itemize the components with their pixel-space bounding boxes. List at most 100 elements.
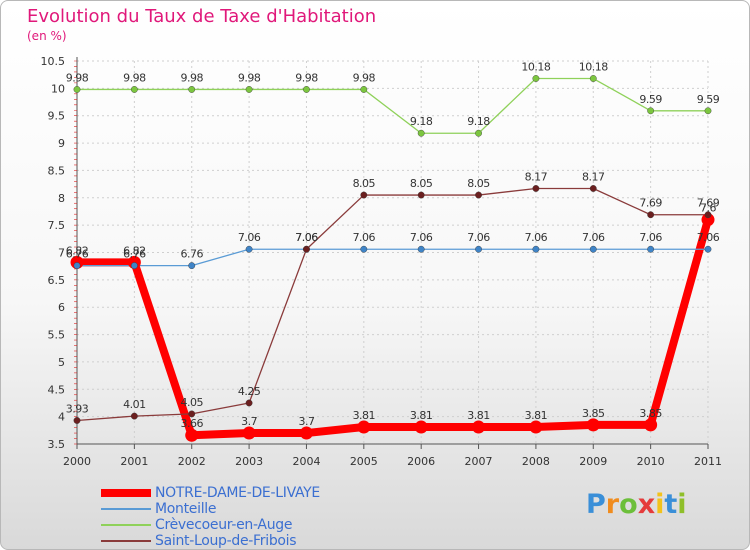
data-point xyxy=(73,86,81,93)
data-point xyxy=(73,262,81,270)
x-tick-label: 2010 xyxy=(637,455,665,468)
logo-letter: i xyxy=(677,489,687,520)
y-tick-label: 5 xyxy=(58,356,65,369)
data-label: 7.06 xyxy=(295,231,318,244)
data-point xyxy=(360,191,368,199)
data-point xyxy=(532,185,540,192)
chart-unit: (en %) xyxy=(27,29,67,43)
data-label: 9.98 xyxy=(238,71,261,84)
data-point xyxy=(647,245,655,253)
x-tick-label: 2009 xyxy=(579,455,607,468)
logo-letter: o xyxy=(619,489,638,520)
data-label: 3.85 xyxy=(639,407,662,420)
data-label: 3.81 xyxy=(353,409,376,422)
data-point xyxy=(303,86,310,93)
data-point xyxy=(704,245,712,253)
logo-letter: r xyxy=(605,489,620,520)
x-tick-label: 2006 xyxy=(407,455,435,468)
logo-letter: i xyxy=(655,489,665,520)
logo-letter: t xyxy=(664,489,678,520)
data-label: 9.98 xyxy=(295,71,318,84)
y-tick-label: 6 xyxy=(58,301,65,314)
data-label: 6.82 xyxy=(123,244,146,257)
data-point xyxy=(360,245,368,253)
legend: NOTRE-DAME-DE-LIVAYE Monteille Crèvecoeur-… xyxy=(101,485,320,549)
data-point xyxy=(188,262,196,270)
data-label: 9.18 xyxy=(467,115,490,128)
data-label: 4.05 xyxy=(180,396,203,409)
data-label: 8.17 xyxy=(582,170,605,183)
data-point xyxy=(188,410,196,418)
legend-item: Monteille xyxy=(101,501,320,517)
data-label: 9.59 xyxy=(697,93,720,106)
data-label: 3.81 xyxy=(410,409,433,422)
data-label: 9.98 xyxy=(353,71,376,84)
y-tick-label: 6.5 xyxy=(48,274,66,287)
data-label: 6.76 xyxy=(66,248,89,261)
series-line-0 xyxy=(77,218,712,440)
data-label: 3.7 xyxy=(298,415,314,428)
data-label: 7.06 xyxy=(467,231,490,244)
data-label: 7.06 xyxy=(525,231,548,244)
legend-swatch xyxy=(101,540,151,542)
data-label: 7.06 xyxy=(639,231,662,244)
data-point xyxy=(245,86,253,93)
data-point xyxy=(245,245,253,253)
data-point xyxy=(73,417,81,424)
logo-letter: x xyxy=(637,489,656,520)
data-point xyxy=(417,191,425,199)
legend-item: NOTRE-DAME-DE-LIVAYE xyxy=(101,485,320,501)
data-point xyxy=(647,107,655,115)
data-label: 6.76 xyxy=(123,248,146,261)
data-point xyxy=(130,262,138,270)
x-tick-label: 2000 xyxy=(63,455,91,468)
data-label: 9.98 xyxy=(66,71,89,84)
data-point xyxy=(475,245,482,253)
y-tick-label: 3.5 xyxy=(48,438,66,451)
data-point xyxy=(704,211,712,219)
data-label: 3.7 xyxy=(241,415,257,428)
legend-swatch xyxy=(101,524,151,526)
x-tick-label: 2001 xyxy=(120,455,148,468)
legend-label: Monteille xyxy=(155,501,217,517)
data-point xyxy=(529,420,543,434)
logo-letter: P xyxy=(586,489,606,520)
data-label: 8.05 xyxy=(353,177,376,190)
data-label: 3.93 xyxy=(66,402,89,415)
data-point xyxy=(130,86,138,93)
data-label: 3.85 xyxy=(582,407,605,420)
data-point xyxy=(188,86,196,93)
legend-label: Saint-Loup-de-Fribois xyxy=(155,533,297,549)
data-point xyxy=(701,213,715,227)
legend-item: Saint-Loup-de-Fribois xyxy=(101,533,320,549)
data-point xyxy=(417,129,425,137)
legend-item: Crèvecoeur-en-Auge xyxy=(101,517,320,533)
data-label: 7.06 xyxy=(582,231,605,244)
data-point xyxy=(532,75,540,82)
data-label: 7.69 xyxy=(697,197,720,210)
data-label: 4.01 xyxy=(123,398,146,411)
y-tick-label: 7.5 xyxy=(48,219,66,232)
x-tick-label: 2007 xyxy=(465,455,493,468)
y-tick-label: 10.5 xyxy=(41,55,66,68)
x-tick-label: 2004 xyxy=(292,455,320,468)
y-tick-label: 4 xyxy=(58,411,65,424)
data-point xyxy=(589,75,597,82)
data-point xyxy=(647,211,655,219)
data-label: 6.76 xyxy=(180,248,203,261)
x-tick-label: 2002 xyxy=(178,455,206,468)
data-label: 7.69 xyxy=(639,197,662,210)
legend-label: NOTRE-DAME-DE-LIVAYE xyxy=(155,485,320,501)
data-point xyxy=(245,399,253,407)
data-label: 9.18 xyxy=(410,115,433,128)
data-point xyxy=(360,86,368,93)
x-tick-label: 2005 xyxy=(350,455,378,468)
data-point xyxy=(532,245,540,253)
y-tick-label: 10 xyxy=(51,82,65,95)
data-label: 4.25 xyxy=(238,385,261,398)
legend-swatch xyxy=(101,489,151,497)
data-label: 9.59 xyxy=(639,93,662,106)
data-point xyxy=(644,418,658,432)
